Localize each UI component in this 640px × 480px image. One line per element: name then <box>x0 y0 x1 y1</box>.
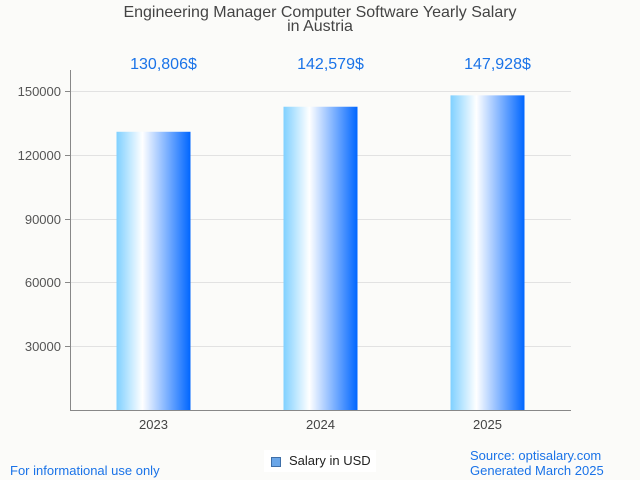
disclaimer-text: For informational use only <box>10 463 160 478</box>
legend: Salary in USD <box>264 450 376 472</box>
labels: 30000 60000 90000 120000 150000 2023 130,806$ 2… <box>18 56 531 432</box>
y-tick-label: 150000 <box>18 84 61 99</box>
x-tick-label: 2025 <box>473 417 502 432</box>
x-tick-label: 2024 <box>306 417 335 432</box>
data-label: 130,806$ <box>130 56 197 73</box>
x-tick-label: 2023 <box>139 417 168 432</box>
bar <box>283 106 358 410</box>
bars <box>116 95 525 410</box>
y-tick-label: 120000 <box>18 148 61 163</box>
data-label: 142,579$ <box>297 56 364 73</box>
generated-text: Generated March 2025 <box>470 463 604 478</box>
chart-subtitle: in Austria <box>287 18 353 35</box>
chart-title: Engineering Manager Computer Software Ye… <box>123 4 517 21</box>
y-tick-label: 30000 <box>25 339 61 354</box>
bar <box>450 95 525 410</box>
bar <box>116 131 191 410</box>
axes <box>65 70 571 411</box>
source-text: Source: optisalary.com <box>470 448 602 463</box>
data-label: 147,928$ <box>464 56 531 73</box>
y-tick-label: 60000 <box>25 275 61 290</box>
legend-swatch <box>271 457 281 467</box>
legend-label: Salary in USD <box>289 453 371 468</box>
y-tick-label: 90000 <box>25 212 61 227</box>
